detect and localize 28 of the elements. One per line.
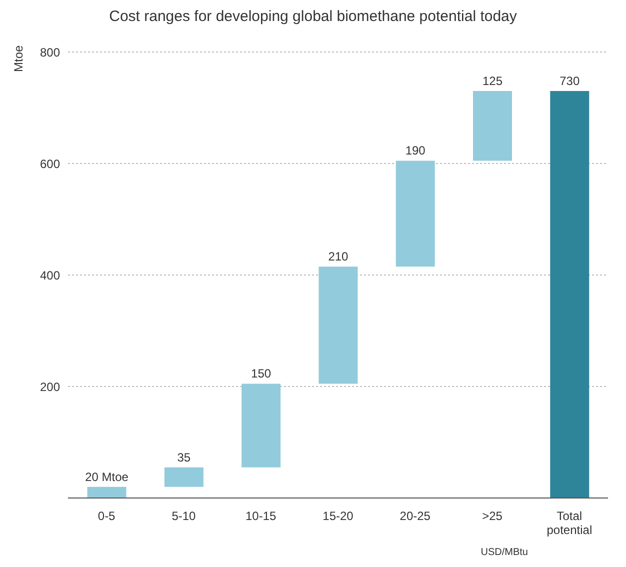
x-tick-label: 5-10 xyxy=(172,509,196,523)
data-label: 20 Mtoe xyxy=(85,470,129,484)
bar xyxy=(87,486,126,498)
data-label: 150 xyxy=(251,366,272,381)
x-tick-label: 15-20 xyxy=(322,509,354,523)
bar xyxy=(396,160,435,267)
chart-title: Cost ranges for developing global biomethane potential today xyxy=(108,8,518,27)
x-tick-label: 20-25 xyxy=(400,509,431,523)
y-tick-label: 200 xyxy=(40,380,60,394)
data-label: 35 xyxy=(177,450,191,464)
data-label: 125 xyxy=(482,74,503,88)
bar xyxy=(164,467,204,487)
x-tick-label: >25 xyxy=(482,509,503,523)
x-axis-title: USD/MBtu xyxy=(480,547,528,558)
x-tick-label: 10-15 xyxy=(246,509,277,523)
y-tick-label: 600 xyxy=(40,156,60,171)
bar xyxy=(550,91,590,498)
x-tick-label: 0-5 xyxy=(98,509,116,523)
y-tick-label: 400 xyxy=(40,268,60,282)
bar xyxy=(473,91,512,161)
x-tick-label: Total potential xyxy=(546,509,592,537)
y-tick-label: 800 xyxy=(40,45,60,60)
data-label: 730 xyxy=(560,74,580,88)
data-label: 190 xyxy=(405,144,426,158)
bar xyxy=(318,266,358,384)
y-axis-title: Mtoe xyxy=(12,44,26,72)
data-label: 210 xyxy=(328,250,349,264)
bar xyxy=(242,384,281,468)
